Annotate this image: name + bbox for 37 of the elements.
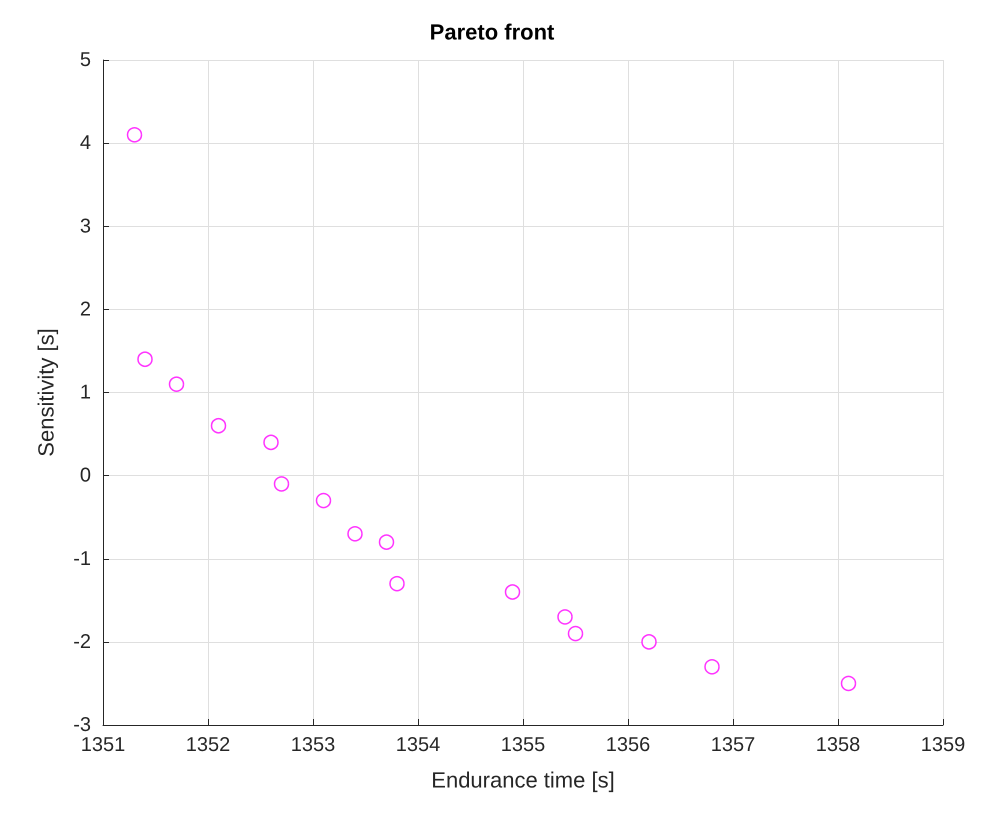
point [263, 434, 279, 450]
point [568, 626, 584, 642]
point [641, 634, 657, 650]
point [316, 492, 332, 508]
y-tick-label: 0 [80, 464, 91, 487]
chart-title: Pareto front [430, 20, 556, 44]
y-tick-label: 5 [80, 49, 91, 71]
point [378, 534, 394, 550]
y-tick-label: -1 [73, 548, 91, 570]
y-tick-label: 3 [80, 215, 91, 238]
point [168, 376, 184, 392]
point [126, 127, 142, 143]
x-tick-label: 1351 [80, 734, 126, 756]
point [557, 609, 573, 625]
x-tick-label: 1358 [816, 734, 860, 756]
point [704, 659, 720, 675]
x-axis-title: Endurance time [s] [431, 768, 615, 792]
x-tick-label: 1354 [396, 734, 440, 756]
x-tick-label: 1353 [290, 734, 336, 756]
y-tick-label: -3 [73, 714, 91, 736]
y-axis-title: Sensitivity [s] [34, 328, 58, 457]
point [840, 676, 856, 692]
y-tick-label: 1 [80, 382, 91, 404]
y-tick-label: -2 [73, 630, 91, 653]
y-tick-label: 2 [80, 298, 91, 320]
y-tick-label: 4 [80, 132, 91, 154]
point [274, 476, 290, 492]
x-tick-label: 1359 [920, 734, 966, 756]
point [347, 526, 363, 542]
point [210, 418, 226, 434]
x-tick-label: 1352 [186, 734, 230, 756]
x-tick-label: 1356 [606, 734, 650, 756]
point [504, 584, 520, 600]
point [137, 352, 153, 367]
x-tick-label: 1355 [500, 734, 546, 756]
x-tick-label: 1357 [710, 734, 756, 756]
point [389, 576, 405, 592]
